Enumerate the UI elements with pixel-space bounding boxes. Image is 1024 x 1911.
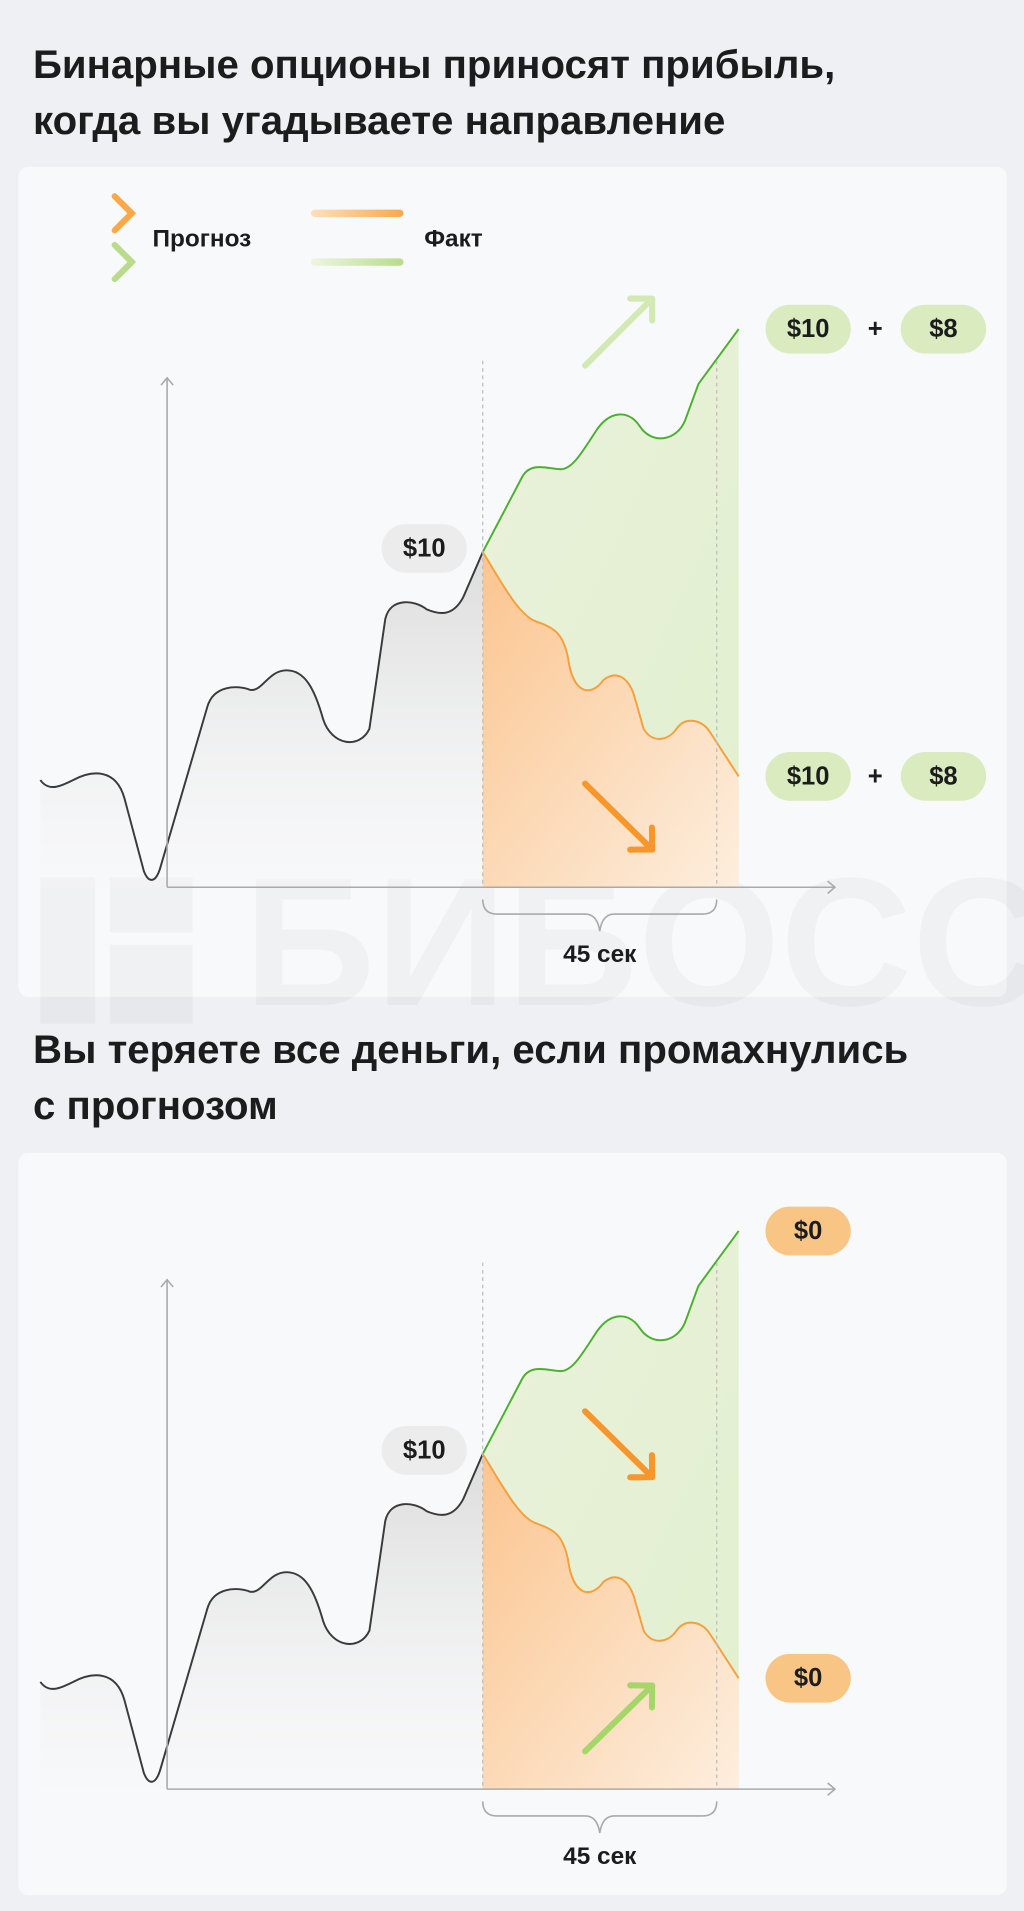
pill-label: $0 <box>794 1664 822 1692</box>
pill-label: $10 <box>403 1436 446 1464</box>
title-line: Вы теряете все деньги, если промахнулись <box>33 1027 908 1072</box>
price-area <box>40 552 483 888</box>
pill <box>381 524 467 573</box>
price-area <box>40 1453 483 1790</box>
pill <box>765 1206 851 1256</box>
legend: Прогноз Факт <box>39 193 483 283</box>
pill-label: $8 <box>929 315 957 343</box>
arrow-head <box>111 241 137 283</box>
plus-sign: + <box>868 762 883 790</box>
axis-head <box>160 1278 174 1288</box>
orange-area <box>482 1453 739 1790</box>
legend-bar <box>310 209 404 217</box>
price-line <box>39 1453 484 1783</box>
pill-label: $8 <box>929 762 957 790</box>
pill <box>381 1425 467 1475</box>
duration-label: 45 сек <box>563 941 637 968</box>
axis-head <box>827 880 837 894</box>
arrow-head <box>627 1452 656 1481</box>
legend-bar <box>310 258 404 266</box>
watermark-logo <box>40 878 192 1024</box>
arrow-head <box>111 193 137 234</box>
duration-label: 45 сек <box>563 1843 637 1870</box>
pill <box>765 1653 851 1703</box>
brace <box>481 1801 718 1834</box>
legend-label: Факт <box>424 226 483 253</box>
brace <box>481 899 718 932</box>
pill <box>765 304 851 354</box>
pill <box>900 751 987 801</box>
plus-sign: + <box>868 315 883 343</box>
price-line <box>39 551 484 881</box>
pill-label: $10 <box>403 534 446 562</box>
title-line: Бинарные опционы приносят прибыль, <box>33 42 835 87</box>
green-line <box>481 328 740 553</box>
arrow-shaft <box>582 295 656 369</box>
orange-line <box>481 551 740 777</box>
axis-head <box>160 376 174 386</box>
axis-head <box>827 1782 837 1796</box>
arrow-head <box>627 1682 656 1711</box>
title-line: когда вы угадываете направление <box>33 98 725 143</box>
pill <box>900 304 987 354</box>
orange-line <box>481 1453 740 1679</box>
pill <box>765 751 851 801</box>
orange-area <box>482 552 739 888</box>
arrow-head <box>627 295 656 324</box>
chart: 45 сек $10 $10 + $8 $10 + $8 <box>39 295 987 968</box>
pill-label: $0 <box>794 1217 822 1245</box>
pill-label: $10 <box>787 762 830 790</box>
pill-label: $10 <box>787 315 830 343</box>
arrow-shaft <box>582 1408 656 1481</box>
chart: 45 сек $10 $0 $0 <box>39 1206 851 1870</box>
green-line <box>481 1230 740 1455</box>
arrow-head <box>627 824 656 853</box>
title-line: с прогнозом <box>33 1083 278 1128</box>
arrow-shaft <box>582 780 656 853</box>
arrow-shaft <box>582 1682 656 1755</box>
legend-label: Прогноз <box>152 226 251 253</box>
